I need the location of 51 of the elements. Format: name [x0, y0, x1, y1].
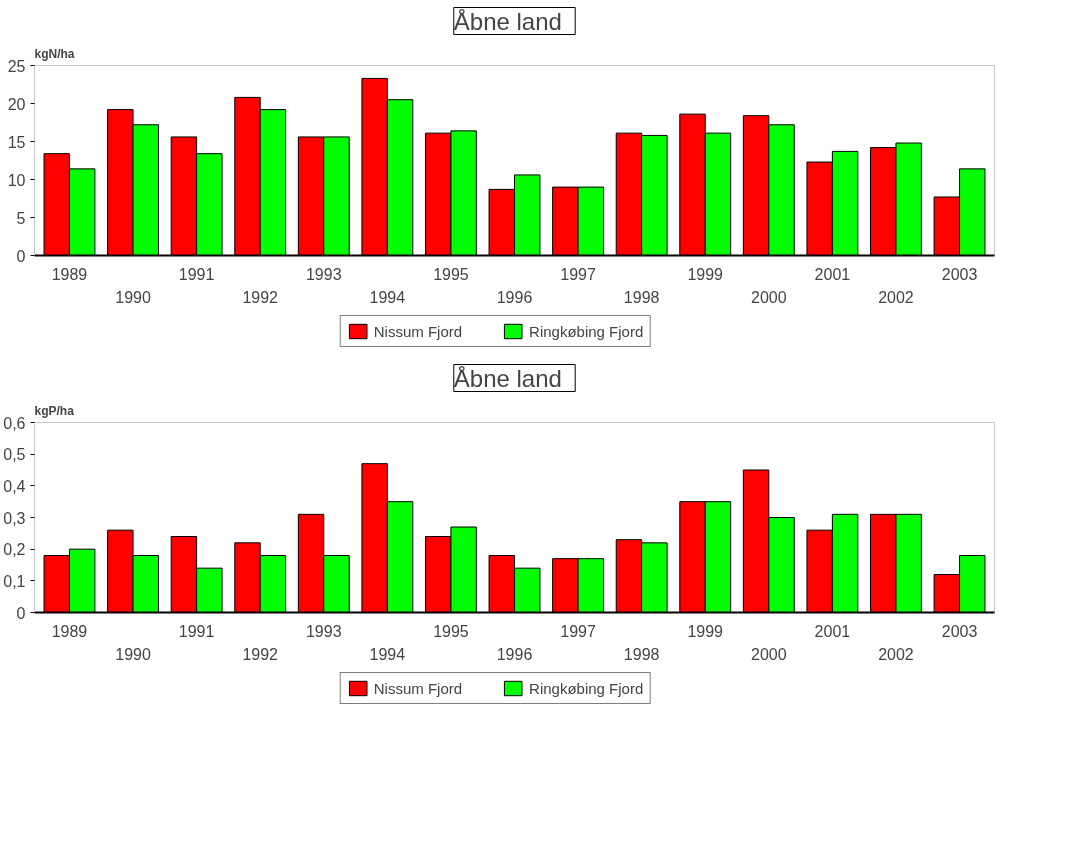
legend-label: Nissum Fjord [373, 679, 463, 697]
x-tick-label: 1994 [369, 288, 406, 306]
x-tick-label: 1996 [496, 645, 533, 663]
x-tick-label: 1999 [687, 622, 724, 640]
legend-label: Ringkøbing Fjord [529, 679, 644, 697]
y-tick-label: 0,2 [3, 541, 26, 559]
x-tick-label: 2001 [814, 265, 851, 283]
x-tick-label: 1990 [115, 645, 151, 663]
y-tick-label: 25 [7, 57, 26, 75]
y-tick-label: 0,1 [3, 572, 26, 590]
y-tick-label: 20 [7, 95, 26, 113]
x-tick-label: 1993 [305, 265, 342, 283]
x-tick-label: 1989 [51, 622, 88, 640]
x-tick-label: 1990 [115, 288, 151, 306]
x-tick-label: 2001 [814, 622, 851, 640]
x-tick-label: 2003 [941, 265, 978, 283]
x-tick-label: 1997 [560, 265, 596, 283]
x-tick-label: 1992 [242, 645, 279, 663]
x-tick-label: 1994 [369, 645, 406, 663]
x-tick-label: 2000 [751, 288, 787, 306]
y-tick-label: 10 [7, 171, 26, 189]
chart-title: Åbne land [453, 7, 562, 35]
x-tick-label: 1996 [496, 288, 533, 306]
x-tick-label: 1997 [560, 622, 596, 640]
x-tick-label: 1999 [687, 265, 724, 283]
x-tick-label: 1995 [433, 622, 469, 640]
x-tick-label: 1991 [178, 622, 215, 640]
x-tick-label: 1991 [178, 265, 215, 283]
x-tick-label: 1998 [623, 288, 660, 306]
y-tick-label: 5 [16, 209, 26, 227]
y-axis-title: kgP/ha [34, 403, 75, 418]
x-tick-label: 1992 [242, 288, 279, 306]
y-tick-label: 0,6 [3, 414, 26, 432]
chart-title: Åbne land [453, 364, 562, 392]
x-tick-label: 1993 [305, 622, 342, 640]
y-tick-label: 0 [16, 604, 26, 622]
x-tick-label: 1995 [433, 265, 469, 283]
x-tick-label: 2003 [941, 622, 978, 640]
y-tick-label: 0 [16, 247, 26, 265]
legend-label: Nissum Fjord [373, 322, 463, 340]
y-tick-label: 0,3 [3, 509, 26, 527]
y-tick-label: 0,4 [3, 477, 26, 495]
y-tick-label: 0,5 [3, 446, 26, 464]
x-tick-label: 2002 [878, 288, 914, 306]
x-tick-label: 2000 [751, 645, 787, 663]
y-axis-title: kgN/ha [34, 46, 75, 61]
y-tick-label: 15 [7, 133, 26, 151]
legend-label: Ringkøbing Fjord [529, 322, 644, 340]
x-tick-label: 1989 [51, 265, 88, 283]
x-tick-label: 2002 [878, 645, 914, 663]
x-tick-label: 1998 [623, 645, 660, 663]
